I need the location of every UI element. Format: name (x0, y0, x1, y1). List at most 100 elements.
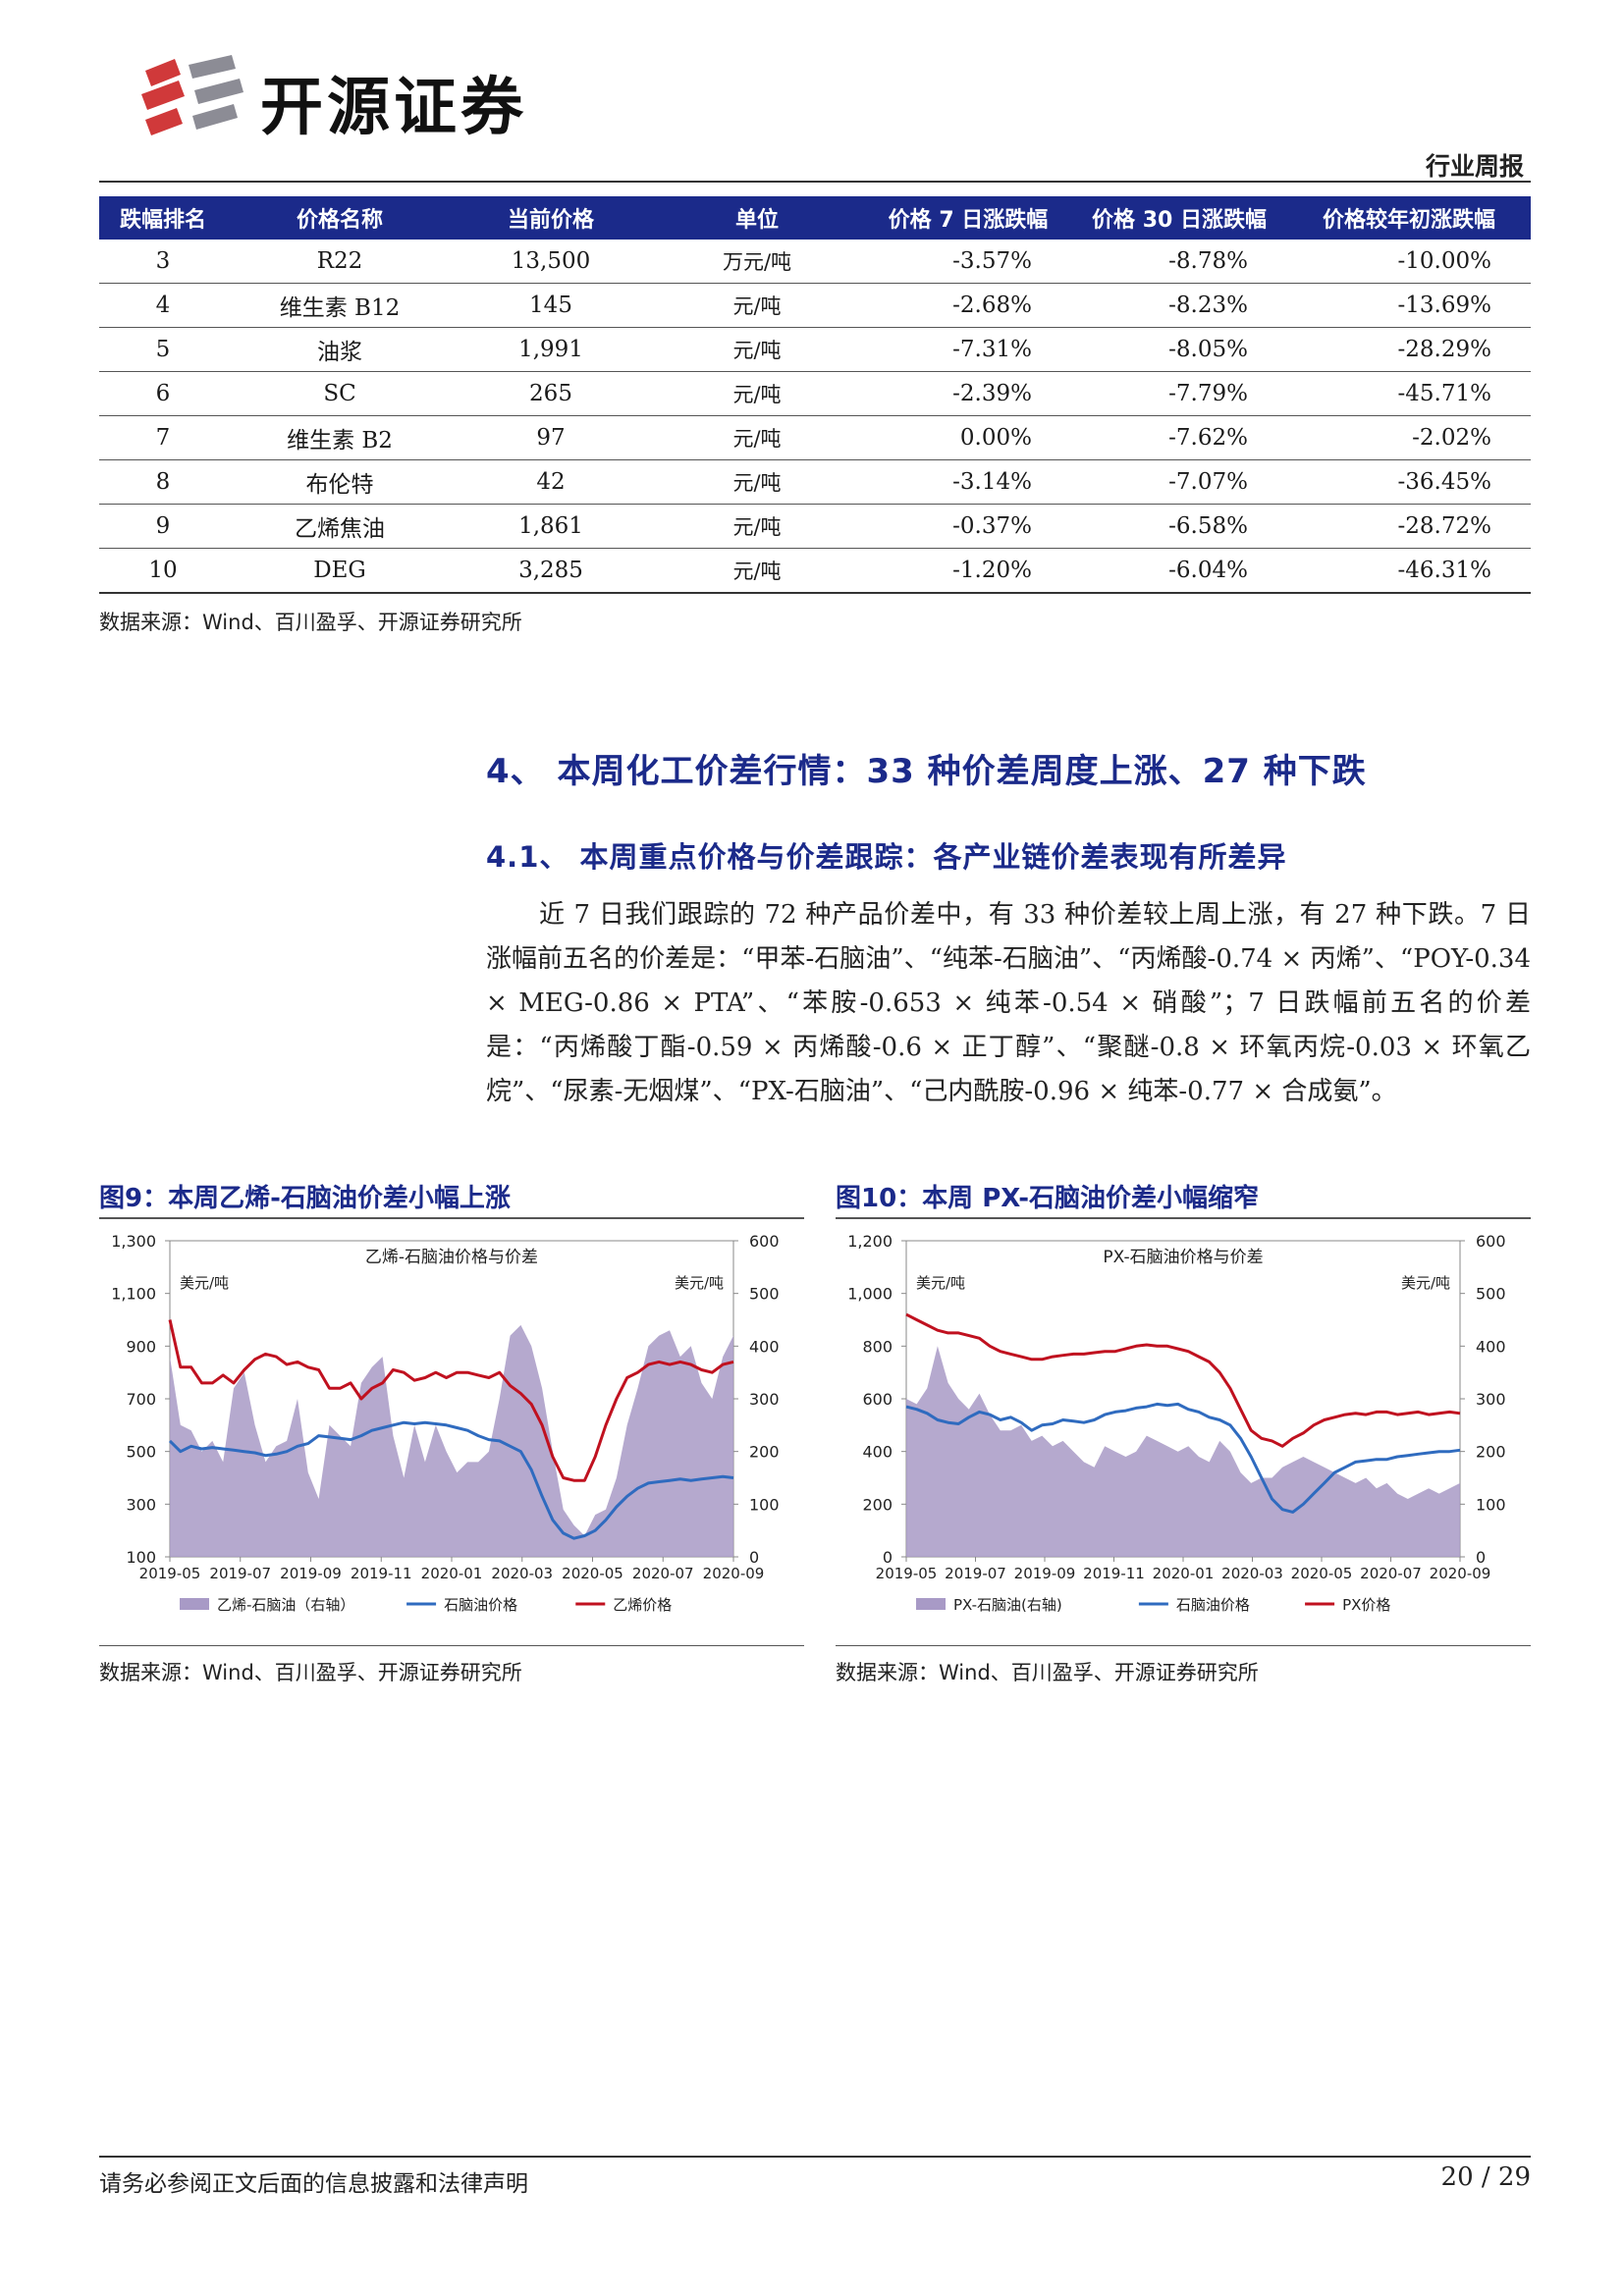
left-axis-tick-label: 500 (126, 1443, 156, 1462)
table-cell: -10.00% (1287, 240, 1531, 284)
table-cell: 元/吨 (649, 415, 865, 460)
right-axis-tick-label: 400 (749, 1337, 780, 1356)
table-cell: -7.79% (1071, 371, 1287, 416)
legend-label: 石脑油价格 (444, 1596, 517, 1614)
series-area (906, 1346, 1460, 1557)
chart-title: PX-石脑油价格与价差 (1103, 1248, 1263, 1267)
x-axis-tick-label: 2019-09 (1014, 1565, 1076, 1582)
column-header: 单位 (649, 196, 865, 240)
right-unit-label: 美元/吨 (1401, 1274, 1450, 1292)
right-axis-tick-label: 0 (749, 1548, 759, 1567)
table-cell: 3,285 (453, 548, 649, 594)
table-cell: 布伦特 (227, 459, 453, 505)
table-cell: -3.14% (865, 459, 1071, 505)
report-type-label: 行业周报 (1425, 152, 1524, 181)
x-axis-tick-label: 2020-03 (491, 1565, 553, 1582)
table-row: 8 布伦特 42 元/吨 -3.14% -7.07% -36.45% (99, 459, 1531, 505)
legend-label: 乙烯价格 (613, 1596, 672, 1614)
table-cell: -3.57% (865, 240, 1071, 284)
left-axis-tick-label: 200 (862, 1495, 893, 1514)
legend-label: PX价格 (1342, 1596, 1390, 1614)
table-cell: 元/吨 (649, 327, 865, 372)
figure-bottom-rule (836, 1645, 1531, 1646)
left-axis-tick-label: 1,100 (111, 1285, 156, 1304)
legend-swatch (916, 1598, 946, 1610)
series-line (168, 1420, 734, 1540)
x-axis-tick-label: 2020-05 (1291, 1565, 1353, 1582)
left-axis-tick-label: 700 (126, 1390, 156, 1409)
left-unit-label: 美元/吨 (180, 1274, 229, 1292)
x-axis-tick-label: 2019-05 (139, 1565, 201, 1582)
x-axis-tick-label: 2019-11 (351, 1565, 412, 1582)
table-cell: -28.29% (1287, 327, 1531, 372)
table-cell: -7.62% (1071, 415, 1287, 460)
table-cell: 元/吨 (649, 504, 865, 549)
x-axis-tick-label: 2019-09 (280, 1565, 342, 1582)
brand-logo-text: 开源证券 (260, 72, 527, 144)
table-cell: 9 (99, 504, 227, 549)
left-axis-tick-label: 1,300 (111, 1232, 156, 1251)
table-cell: -2.68% (865, 283, 1071, 328)
table-cell: 1,861 (453, 504, 649, 549)
left-axis-tick-label: 0 (883, 1548, 893, 1567)
column-header: 价格 7 日涨跌幅 (865, 196, 1071, 240)
table-row: 10 DEG 3,285 元/吨 -1.20% -6.04% -46.31% (99, 548, 1531, 594)
left-axis-tick-label: 400 (862, 1443, 893, 1462)
x-axis-tick-label: 2019-07 (945, 1565, 1006, 1582)
figure-title: 图10：本周 PX-石脑油价差小幅缩窄 (836, 1184, 1260, 1213)
table-cell: -0.37% (865, 504, 1071, 549)
figure-source-note: 数据来源：Wind、百川盈孚、开源证券研究所 (99, 1661, 522, 1684)
x-axis-tick-label: 2020-09 (1430, 1565, 1491, 1582)
table-cell: 元/吨 (649, 548, 865, 594)
left-axis-tick-label: 900 (126, 1337, 156, 1356)
table-header-row: 跌幅排名 价格名称 当前价格 单位 价格 7 日涨跌幅 价格 30 日涨跌幅 价… (99, 196, 1531, 240)
right-axis-tick-label: 100 (749, 1495, 780, 1514)
figure-title: 图9：本周乙烯-石脑油价差小幅上涨 (99, 1184, 511, 1213)
brand-logo-icon (141, 55, 244, 135)
table-cell: 8 (99, 459, 227, 505)
right-axis-tick-label: 300 (1476, 1390, 1506, 1409)
table-cell: 元/吨 (649, 283, 865, 328)
ethylene-naphtha-chart: 1,300 1,100 900 700 500 300 100 600 500 400 300 200… (99, 1223, 804, 1640)
legend-label: 石脑油价格 (1176, 1596, 1250, 1614)
series-line (168, 1319, 734, 1482)
table-cell: 4 (99, 283, 227, 328)
figure-top-rule (836, 1217, 1531, 1219)
left-axis-tick-label: 1,200 (847, 1232, 893, 1251)
left-axis-tick-label: 300 (126, 1495, 156, 1514)
legend-label: PX-石脑油(右轴) (953, 1596, 1062, 1614)
table-cell: DEG (227, 548, 453, 594)
table-cell: -6.04% (1071, 548, 1287, 594)
table-cell: -7.31% (865, 327, 1071, 372)
table-cell: 7 (99, 415, 227, 460)
right-axis-tick-label: 500 (1476, 1285, 1506, 1304)
table-cell: 万元/吨 (649, 240, 865, 284)
x-axis-tick-label: 2020-05 (562, 1565, 623, 1582)
table-cell: 维生素 B2 (227, 415, 453, 460)
table-cell: 3 (99, 240, 227, 284)
series-area (170, 1324, 733, 1557)
column-header: 当前价格 (453, 196, 649, 240)
column-header: 价格名称 (227, 196, 453, 240)
table-cell: 10 (99, 548, 227, 594)
table-cell: -2.39% (865, 371, 1071, 416)
x-axis-tick-label: 2020-01 (421, 1565, 483, 1582)
table-source-note: 数据来源：Wind、百川盈孚、开源证券研究所 (99, 611, 522, 634)
x-axis-tick-label: 2020-07 (1360, 1565, 1422, 1582)
column-header: 价格 30 日涨跌幅 (1071, 196, 1287, 240)
table-row: 9 乙烯焦油 1,861 元/吨 -0.37% -6.58% -28.72% (99, 504, 1531, 549)
x-axis-tick-label: 2020-03 (1221, 1565, 1283, 1582)
right-axis-tick-label: 100 (1476, 1495, 1506, 1514)
column-header: 跌幅排名 (99, 196, 227, 240)
figure-top-rule (99, 1217, 804, 1219)
section-paragraph: 近 7 日我们跟踪的 72 种产品价差中，有 33 种价差较上周上涨，有 27 … (486, 900, 1531, 1106)
series-line (905, 1312, 1461, 1448)
header-divider (99, 181, 1531, 183)
table-cell: R22 (227, 240, 453, 284)
price-decline-table: 跌幅排名 价格名称 当前价格 单位 价格 7 日涨跌幅 价格 30 日涨跌幅 价… (99, 196, 1531, 594)
table-cell: -1.20% (865, 548, 1071, 594)
table-cell: 5 (99, 327, 227, 372)
table-cell: SC (227, 371, 453, 416)
x-axis-tick-label: 2019-11 (1083, 1565, 1145, 1582)
table-cell: 1,991 (453, 327, 649, 372)
